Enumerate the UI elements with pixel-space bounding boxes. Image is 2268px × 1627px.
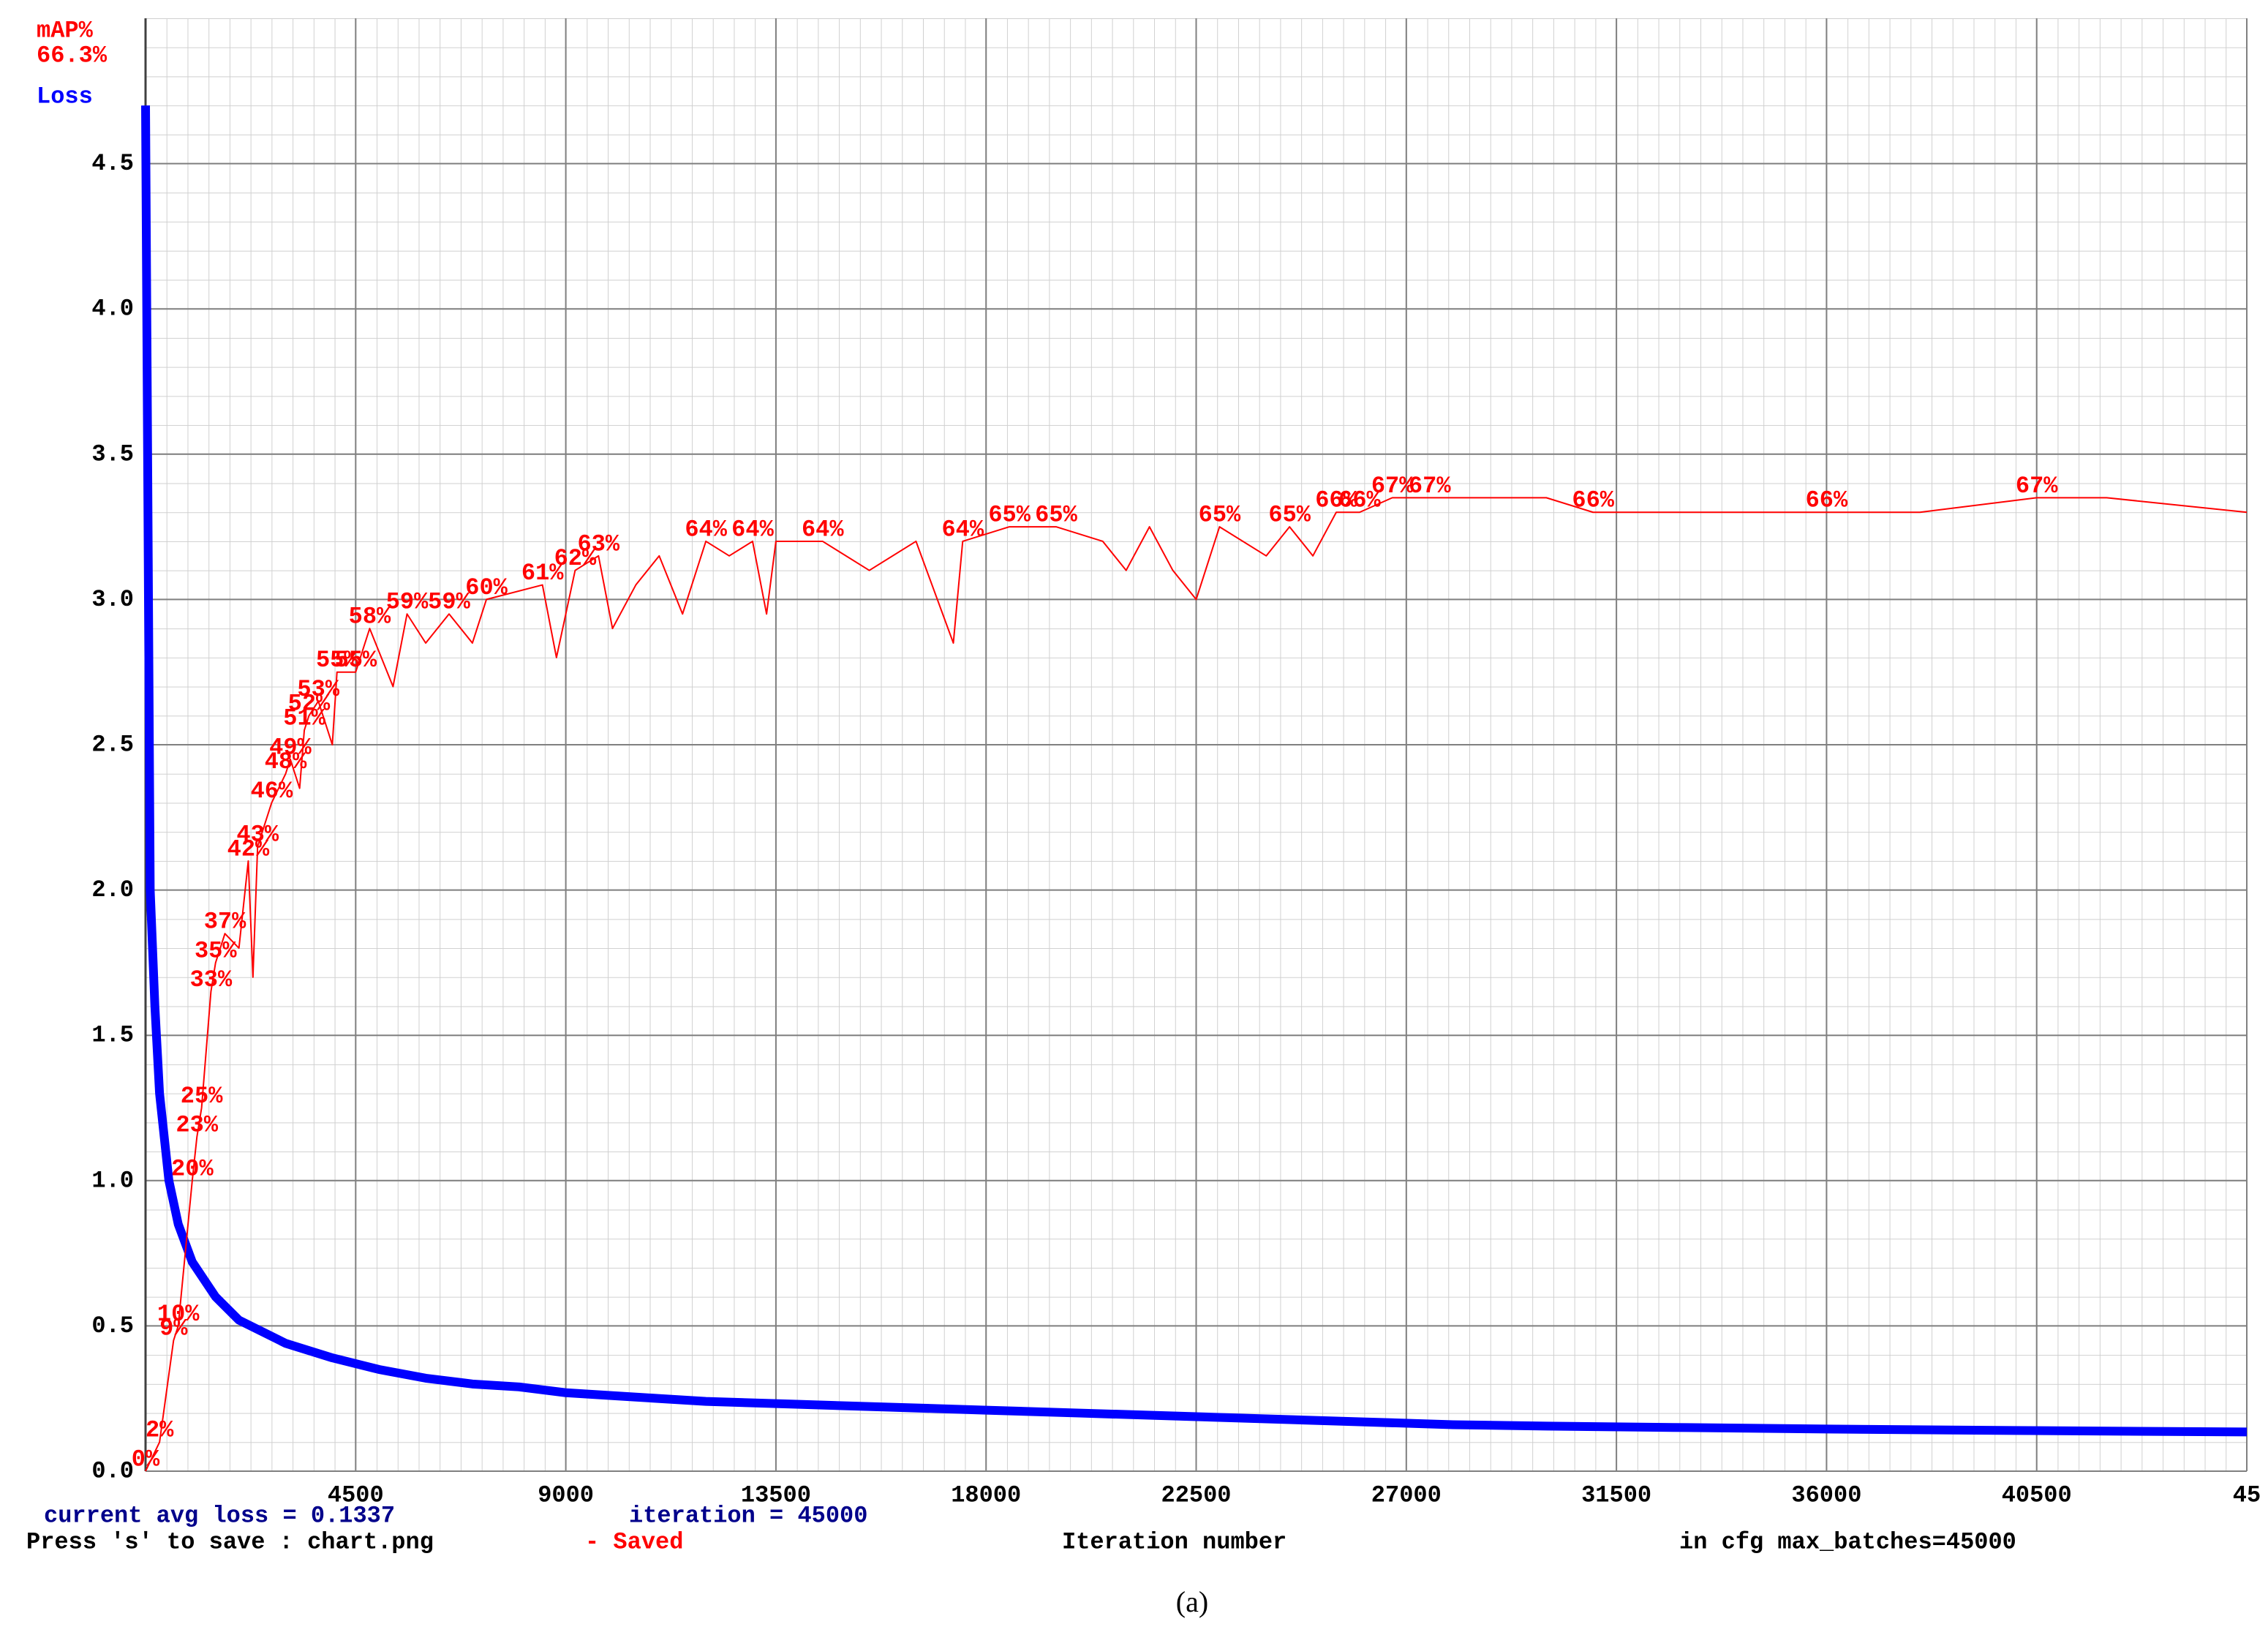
x-tick-label: 9000 [538, 1481, 594, 1508]
map-value-label: 2% [146, 1417, 174, 1444]
map-value-label: 67% [1409, 473, 1451, 500]
map-line [145, 497, 2248, 1472]
status-loss: current avg loss = 0.1337 [44, 1502, 395, 1529]
x-tick-label: 45 [2233, 1481, 2261, 1508]
save-hint: Press 's' to save : chart.png [26, 1528, 434, 1555]
map-value-label: 65% [988, 502, 1031, 529]
map-value-label: 58% [349, 604, 391, 631]
map-value-label: 55% [316, 647, 358, 674]
y-tick-label: 1.0 [91, 1167, 134, 1194]
config-note: in cfg max_batches=45000 [1679, 1528, 2016, 1555]
x-tick-label: 40500 [2002, 1481, 2072, 1508]
map-value-label: 64% [941, 516, 984, 543]
y-tick-label: 4.5 [91, 150, 134, 177]
x-axis-label: Iteration number [1062, 1528, 1286, 1555]
map-value-label: 62% [554, 545, 597, 572]
map-value-label: 9% [159, 1315, 188, 1342]
map-value-label: 64% [731, 516, 774, 543]
map-value-label: 48% [265, 748, 307, 775]
save-status: - Saved [585, 1528, 683, 1555]
loss-line [141, 105, 2248, 1437]
map-value-label: 64% [685, 516, 727, 543]
map-value-label: 67% [1371, 473, 1414, 500]
y-tick-label: 2.5 [91, 731, 134, 758]
map-value-label: 43% [236, 821, 279, 848]
map-value-label: 59% [386, 589, 429, 616]
y-tick-label: 3.0 [91, 586, 134, 613]
map-value-label: 23% [176, 1112, 218, 1139]
map-value-label: 61% [521, 560, 564, 587]
map-value-label: 66% [1338, 487, 1381, 514]
map-value-label: 60% [465, 574, 508, 601]
x-tick-label: 27000 [1371, 1481, 1442, 1508]
map-value-label: 55% [334, 647, 377, 674]
x-tick-label: 36000 [1791, 1481, 1861, 1508]
map-value-label: 52% [288, 691, 331, 718]
y-tick-label: 4.0 [91, 296, 134, 323]
map-value-label: 53% [297, 676, 339, 703]
map-value-label: 59% [428, 589, 470, 616]
status-iteration: iteration = 45000 [629, 1502, 867, 1529]
map-value-label: 64% [802, 516, 844, 543]
map-value-label: 65% [1035, 502, 1077, 529]
y-tick-label: 0.0 [91, 1457, 134, 1484]
current-map: 66.3% [37, 42, 108, 69]
map-value-label: 33% [190, 966, 233, 993]
map-value-label: 66% [1806, 487, 1848, 514]
map-value-label: 25% [181, 1083, 223, 1110]
map-value-label: 10% [157, 1301, 200, 1328]
map-value-label: 65% [1199, 502, 1241, 529]
map-value-label: 20% [171, 1155, 214, 1182]
map-value-label: 67% [2016, 473, 2058, 500]
x-tick-label: 22500 [1161, 1481, 1231, 1508]
x-tick-label: 4500 [328, 1481, 384, 1508]
map-value-label: 66% [1315, 487, 1357, 514]
y-tick-label: 2.0 [91, 876, 134, 903]
y-tick-label: 0.5 [91, 1312, 134, 1339]
legend-loss: Loss [37, 83, 93, 110]
map-value-label: 63% [577, 530, 619, 557]
map-value-label: 35% [195, 937, 237, 964]
legend-map: mAP% [37, 17, 94, 44]
map-value-label: 42% [227, 835, 270, 863]
map-value-label: 49% [269, 734, 312, 761]
caption: (a) [1176, 1585, 1208, 1618]
map-value-label: 0% [132, 1446, 160, 1473]
map-value-label: 66% [1572, 487, 1614, 514]
map-value-label: 46% [251, 778, 293, 805]
x-tick-label: 13500 [741, 1481, 811, 1508]
y-tick-label: 1.5 [91, 1022, 134, 1049]
x-tick-label: 18000 [951, 1481, 1021, 1508]
map-value-label: 37% [204, 909, 246, 936]
y-tick-label: 3.5 [91, 440, 134, 467]
x-tick-label: 31500 [1581, 1481, 1651, 1508]
map-value-label: 65% [1268, 502, 1311, 529]
map-value-label: 51% [283, 705, 325, 732]
